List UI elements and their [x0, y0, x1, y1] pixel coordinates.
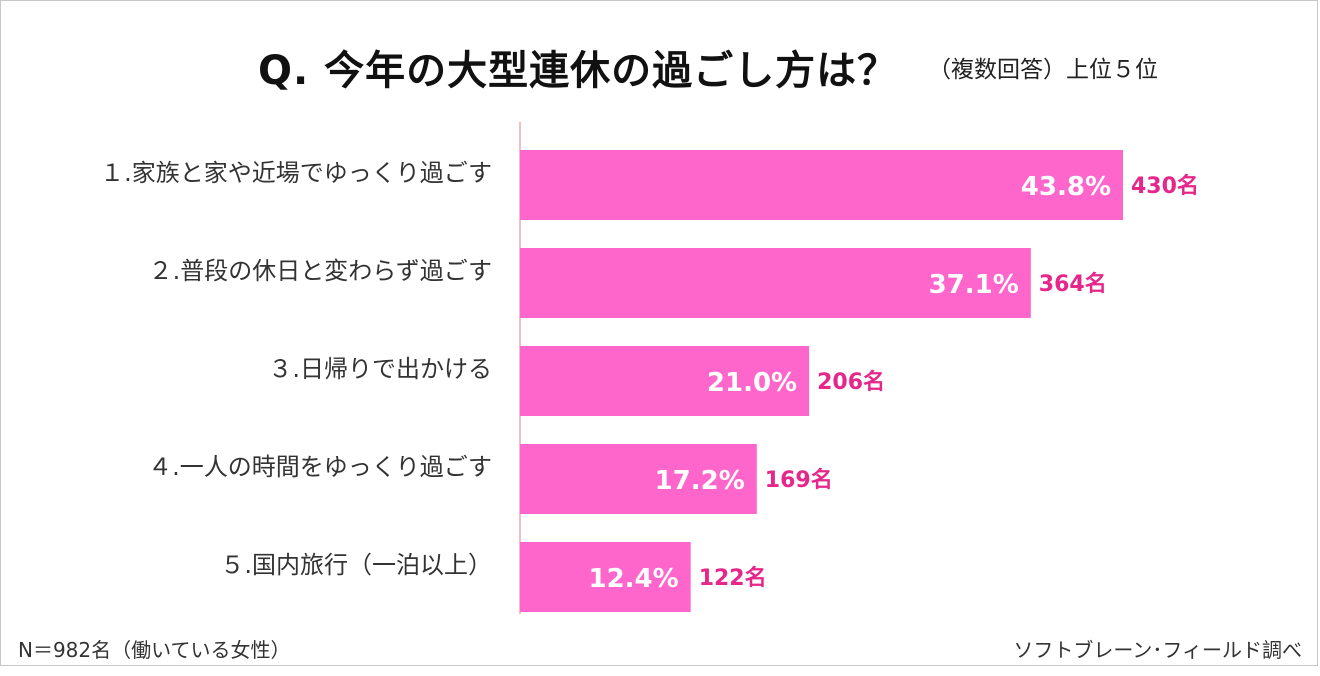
category-label-2: ２.普段の休日と変わらず過ごす — [148, 257, 492, 285]
chart-subtitle: （複数回答）上位５位 — [928, 57, 1158, 83]
bar-2 — [520, 248, 1031, 318]
bar-4 — [520, 444, 757, 514]
count-label-3: 206名 — [817, 369, 885, 395]
category-label-5: ５.国内旅行（一泊以上） — [220, 551, 492, 579]
count-label-1: 430名 — [1131, 173, 1199, 199]
value-label-3: 21.0% — [707, 368, 797, 398]
sample-note: N＝982名（働いている女性） — [18, 638, 291, 662]
count-label-4: 169名 — [765, 467, 833, 493]
category-label-3: ３.日帰りで出かける — [268, 355, 492, 383]
bar-3 — [520, 346, 810, 416]
value-label-5: 12.4% — [588, 564, 678, 594]
bar-1 — [520, 150, 1123, 220]
title-area: Q. 今年の大型連休の過ごし方は？ （複数回答）上位５位 — [0, 38, 1320, 94]
value-label-4: 17.2% — [655, 466, 745, 496]
category-label-4: ４.一人の時間をゆっくり過ごす — [148, 453, 492, 481]
chart-title: Q. 今年の大型連休の過ごし方は？ — [258, 48, 899, 94]
source-note: ソフトブレーン･フィールド調べ — [1013, 638, 1302, 662]
category-label-1: １.家族と家や近場でゆっくり過ごす — [100, 159, 492, 187]
value-label-1: 43.8% — [1021, 172, 1111, 202]
bar-5 — [520, 542, 691, 612]
count-label-2: 364名 — [1039, 271, 1107, 297]
count-label-5: 122名 — [699, 565, 767, 591]
value-label-2: 37.1% — [929, 270, 1019, 300]
